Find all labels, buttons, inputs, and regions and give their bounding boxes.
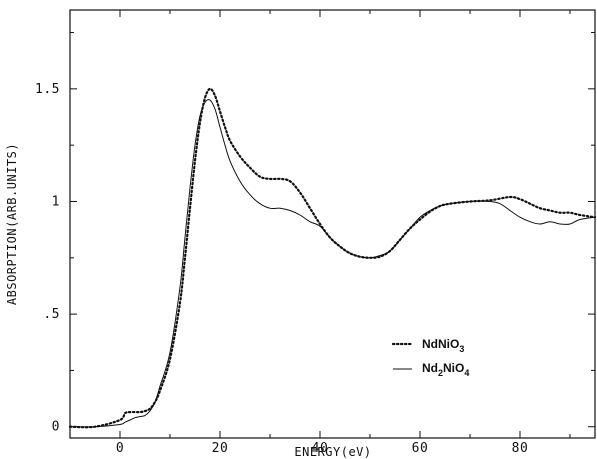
series-layer [68, 87, 597, 429]
x-tick-label: 80 [512, 441, 529, 456]
legend-nd2nio4-base1: Nd [422, 361, 438, 375]
ticks-layer [70, 10, 595, 438]
x-tick-label: 40 [312, 441, 329, 456]
y-axis-title: ABSORPTION(ARB.UNITS) [5, 143, 19, 305]
legend-label-nd2nio4: Nd2NiO4 [422, 361, 469, 378]
legend-ndnio3-base: NdNiO [422, 337, 459, 351]
plot-frame [69, 9, 596, 439]
tick-labels-layer: 0 20 40 60 80 0 .5 1 1.5 [35, 82, 528, 456]
y-tick-label: 1 [52, 194, 60, 209]
legend-nd2nio4-sub1: 2 [438, 368, 443, 378]
legend-nd2nio4-base2: NiO [443, 361, 464, 375]
legend-nd2nio4-sub2: 4 [464, 368, 469, 378]
legend-label-ndnio3: NdNiO3 [422, 337, 464, 354]
legend-ndnio3-sub: 3 [459, 344, 464, 354]
series-nd2nio4-line [69, 99, 596, 428]
y-tick-label: .5 [43, 307, 60, 322]
x-tick-label: 60 [412, 441, 429, 456]
x-axis-title: ENERGY(eV) [294, 445, 371, 459]
series-ndnio3-line [68, 87, 597, 429]
x-tick-label: 0 [116, 441, 124, 456]
x-tick-label: 20 [212, 441, 229, 456]
y-tick-label: 0 [52, 420, 60, 435]
legend: NdNiO3 Nd2NiO4 [391, 337, 469, 378]
y-tick-label: 1.5 [35, 82, 60, 97]
